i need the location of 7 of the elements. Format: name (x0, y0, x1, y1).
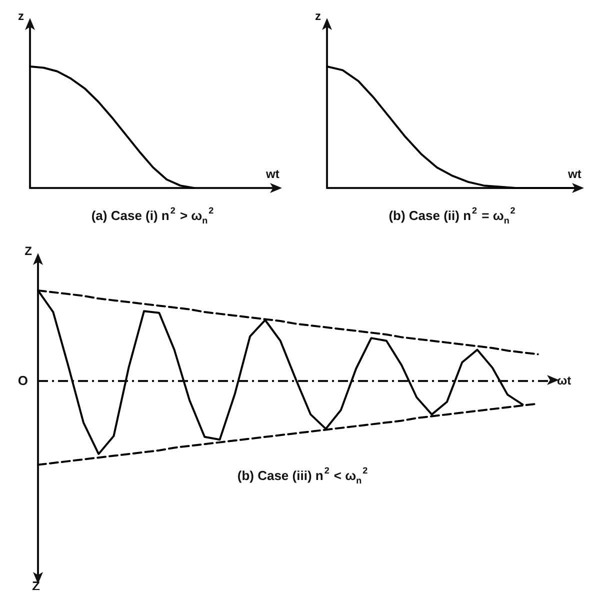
x-axis-title: ωt (557, 373, 572, 388)
y-axis-title: z (18, 9, 24, 23)
y-axis-title: Z (24, 244, 32, 258)
text: O (18, 372, 28, 388)
x-axis-title: wt (567, 167, 582, 181)
y-axis-title: z (315, 9, 321, 23)
x-axis-title: wt (265, 167, 280, 181)
